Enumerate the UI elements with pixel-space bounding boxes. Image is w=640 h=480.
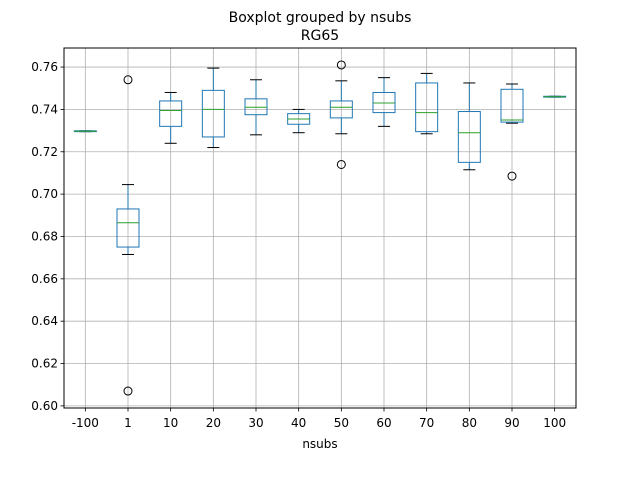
box-iqr (372, 91, 396, 114)
plot-area-frame (63, 47, 577, 409)
y-tick-label: 0.66 (31, 272, 58, 286)
y-tick-label: 0.72 (31, 145, 58, 159)
outlier-point (336, 60, 346, 70)
chart-subtitle: RG65 (301, 28, 339, 44)
box-group-80 (457, 82, 481, 171)
y-tick-label: 0.70 (31, 187, 58, 201)
x-tick-label: -100 (72, 416, 99, 430)
x-tick-label: 80 (462, 416, 477, 430)
y-tick-label: 0.74 (31, 102, 58, 116)
outlier-point (507, 171, 517, 181)
box-group-10 (159, 91, 183, 144)
box-group-90 (500, 83, 524, 181)
box-iqr (457, 111, 481, 163)
x-tick-label: 1 (124, 416, 132, 430)
y-tick-label: 0.64 (31, 314, 58, 328)
box-iqr (415, 82, 439, 133)
box-group-1 (116, 75, 140, 396)
box-group-60 (372, 77, 396, 127)
chart-title: Boxplot grouped by nsubs (229, 10, 412, 26)
box-group-40 (287, 108, 311, 134)
box-group-100 (543, 95, 567, 98)
x-tick-label: 100 (543, 416, 566, 430)
box-iqr (201, 89, 225, 138)
box-iqr (159, 100, 183, 127)
box-group-20 (201, 67, 225, 149)
outlier-point (123, 75, 133, 85)
box-group--100 (73, 130, 97, 133)
y-tick-label: 0.76 (31, 60, 58, 74)
box-iqr (244, 98, 268, 116)
y-tick-label: 0.68 (31, 229, 58, 243)
x-tick-label: 40 (291, 416, 306, 430)
x-tick-label: 50 (334, 416, 349, 430)
box-group-70 (415, 72, 439, 135)
outlier-point (123, 386, 133, 396)
x-tick-label: 10 (163, 416, 178, 430)
box-group-50 (329, 60, 353, 169)
box-iqr (329, 100, 353, 119)
grid-lines (64, 48, 576, 408)
boxes-layer (73, 60, 567, 396)
x-tick-label: 30 (248, 416, 263, 430)
outlier-point (336, 159, 346, 169)
tick-marks: 0.60 0.62 0.64 0.66 0.68 0.70 0.72 0.74 0.76 -100… (31, 60, 566, 430)
y-tick-label: 0.60 (31, 399, 58, 413)
x-tick-label: 20 (206, 416, 221, 430)
box-iqr (116, 208, 140, 248)
y-tick-label: 0.62 (31, 357, 58, 371)
x-tick-label: 90 (504, 416, 519, 430)
x-tick-label: 70 (419, 416, 434, 430)
box-group-30 (244, 79, 268, 136)
x-tick-label: 60 (376, 416, 391, 430)
box-iqr (500, 88, 524, 123)
x-axis-label: nsubs (302, 437, 337, 451)
